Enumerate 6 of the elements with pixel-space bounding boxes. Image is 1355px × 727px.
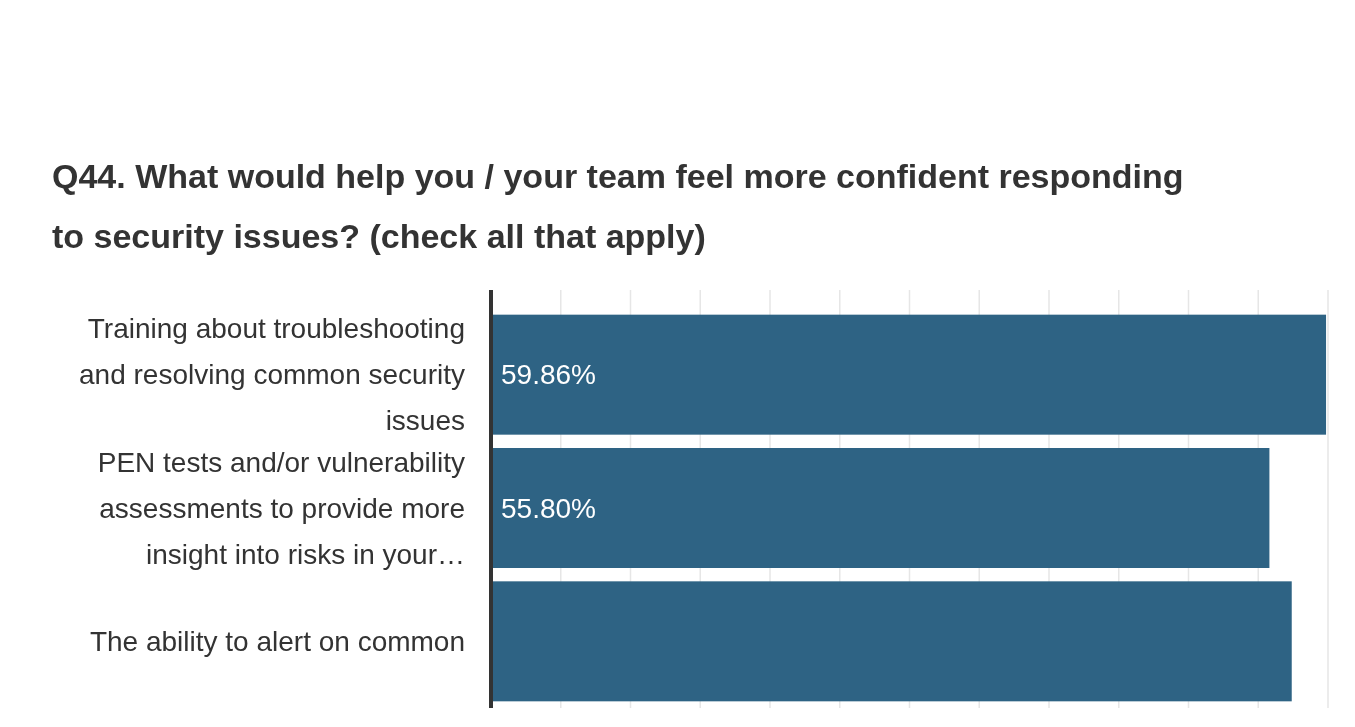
- chart-title: Q44. What would help you / your team feel more confident responding to security issues? (check all that apply): [52, 157, 1184, 255]
- data-label: 59.86%: [501, 359, 596, 391]
- y-tick-label: The ability to alert on common: [89, 626, 465, 658]
- y-tick-label: PEN tests and/or vulnerability assessments to provide more insight into risks in your…: [97, 446, 465, 570]
- y-tick-label: Training about troubleshooting and resolving common security issues: [79, 313, 465, 437]
- data-label: 55.80%: [501, 492, 596, 524]
